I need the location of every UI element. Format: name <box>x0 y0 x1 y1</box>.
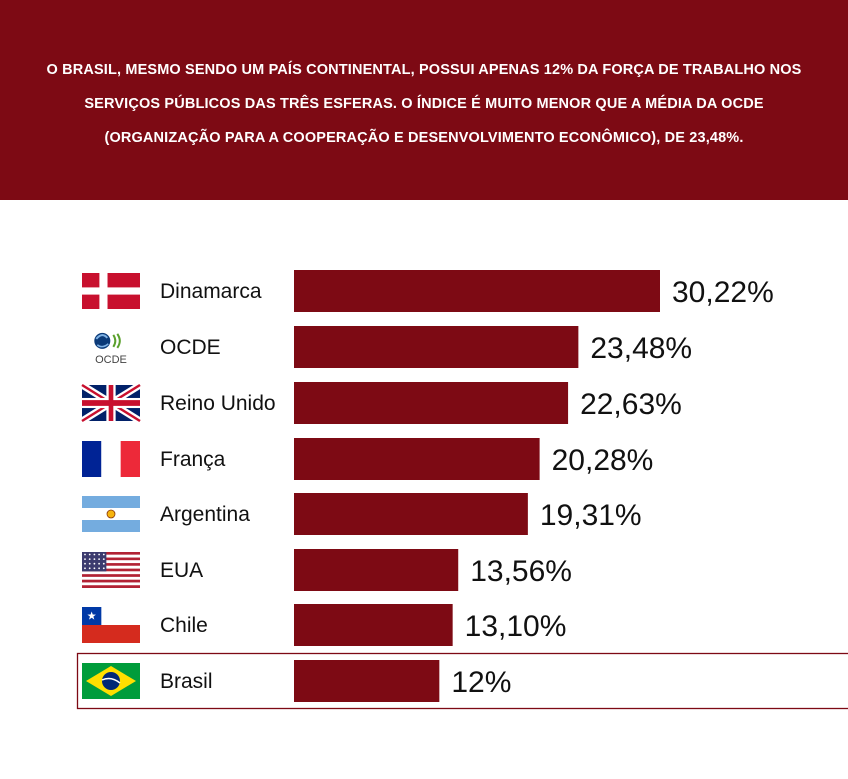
value-label: 23,48% <box>590 332 692 365</box>
bar <box>294 493 528 535</box>
value-label: 13,10% <box>465 610 567 643</box>
value-label: 19,31% <box>540 499 642 532</box>
category-label: França <box>160 448 226 471</box>
value-label: 20,28% <box>552 444 654 477</box>
bar <box>294 270 660 312</box>
value-label: 12% <box>451 666 511 699</box>
usa-flag-icon <box>82 552 140 588</box>
uk-flag-icon <box>80 382 142 424</box>
bar <box>294 382 569 424</box>
brazil-flag-icon <box>82 663 140 699</box>
category-label: Argentina <box>160 503 250 526</box>
bar <box>294 660 440 702</box>
header-banner: O BRASIL, MESMO SENDO UM PAÍS CONTINENTA… <box>0 0 848 200</box>
category-label: Brasil <box>160 670 213 693</box>
category-label: EUA <box>160 559 203 582</box>
category-label: Reino Unido <box>160 392 276 415</box>
france-flag-icon <box>82 441 140 477</box>
denmark-flag-icon <box>82 273 140 309</box>
bar <box>294 549 459 591</box>
highlight-box <box>76 652 848 710</box>
oecd-logo-icon: OCDE <box>94 332 127 366</box>
value-label: 13,56% <box>470 555 572 588</box>
svg-text:OCDE: OCDE <box>95 354 127 366</box>
chile-flag-icon <box>82 607 140 643</box>
argentina-flag-icon <box>82 496 140 532</box>
bar <box>294 326 579 368</box>
value-label: 30,22% <box>672 276 774 309</box>
category-label: OCDE <box>160 336 221 359</box>
value-label: 22,63% <box>580 388 682 421</box>
category-label: Dinamarca <box>160 280 262 303</box>
header-text: O BRASIL, MESMO SENDO UM PAÍS CONTINENTA… <box>46 62 802 146</box>
bar <box>294 438 540 480</box>
bar <box>294 604 453 646</box>
category-label: Chile <box>160 614 208 637</box>
